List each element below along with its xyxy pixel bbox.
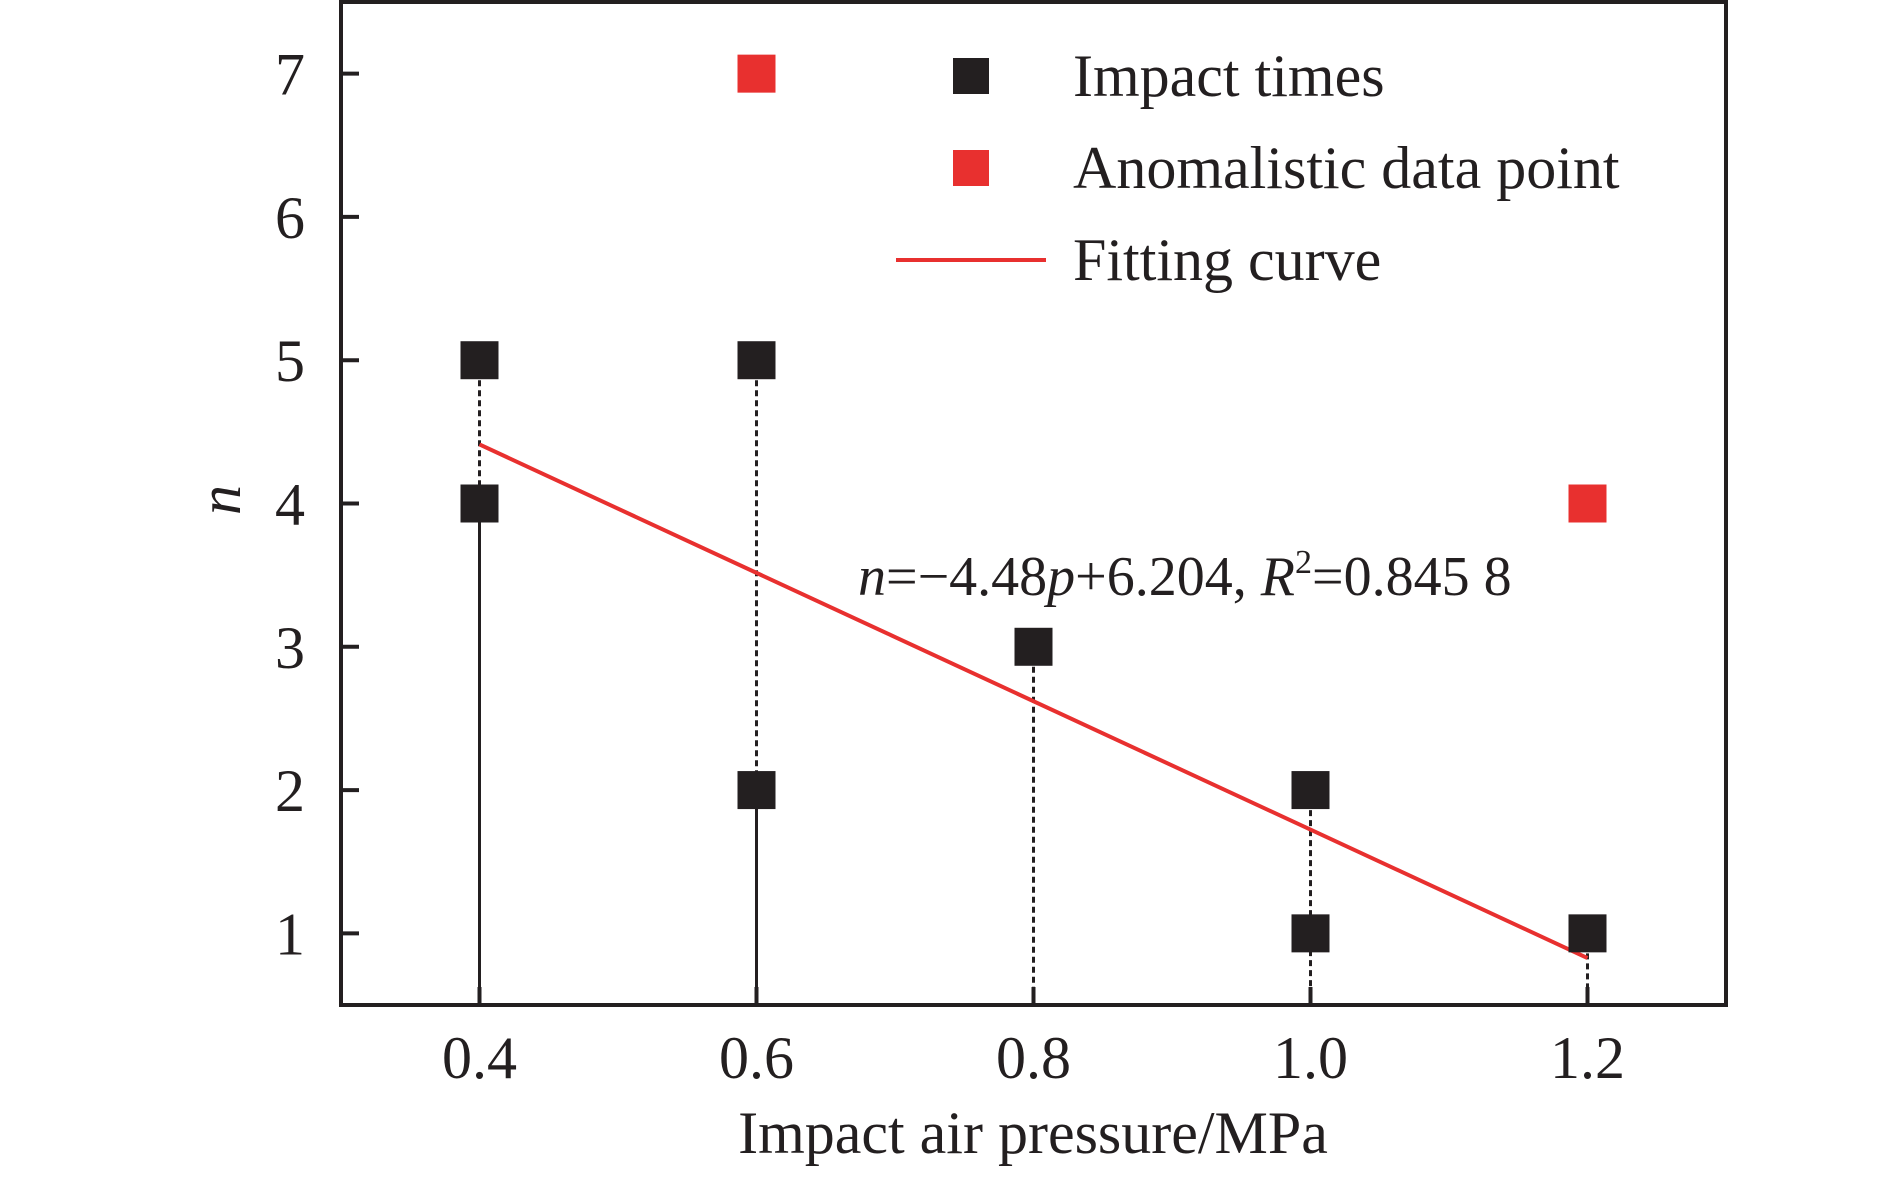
fitting-curve-group (478, 442, 1589, 960)
legend-marker-impact-times (953, 58, 989, 94)
anomalistic-data-point (1568, 484, 1607, 523)
y-tick-label-1: 1 (275, 901, 305, 967)
x-tick-label-0.4: 0.4 (442, 1025, 517, 1091)
fitting-curve-line (478, 442, 1589, 960)
y-tick-label-5: 5 (275, 328, 305, 394)
legend-label-fitting-curve: Fitting curve (1073, 227, 1381, 293)
anomalistic-data-point (737, 54, 776, 93)
y-tick-label-6: 6 (275, 185, 305, 251)
impact-times-point (460, 341, 499, 380)
y-axis-label: n (187, 485, 253, 515)
x-axis-ticks: 0.4 0.6 0.8 1.0 1.2 (442, 987, 1625, 1091)
y-axis-ticks: 1 2 3 4 5 6 7 (275, 42, 359, 967)
legend-marker-anomalistic (953, 150, 989, 186)
drop-lines (478, 360, 1589, 1005)
fit-equation: n=−4.48p+6.204, R2=0.845 8 (858, 544, 1512, 608)
x-tick-label-0.8: 0.8 (996, 1025, 1071, 1091)
x-axis-label: Impact air pressure/MPa (738, 1100, 1328, 1166)
legend-label-impact-times: Impact times (1073, 43, 1385, 109)
y-tick-label-7: 7 (275, 42, 305, 108)
x-tick-label-1.0: 1.0 (1273, 1025, 1348, 1091)
x-tick-label-0.6: 0.6 (719, 1025, 794, 1091)
x-tick-label-1.2: 1.2 (1550, 1025, 1625, 1091)
y-tick-label-4: 4 (275, 472, 305, 538)
impact-times-point (1291, 914, 1330, 953)
impact-times-point (1291, 771, 1330, 810)
impact-times-point (1014, 627, 1053, 666)
y-tick-label-3: 3 (275, 615, 305, 681)
y-tick-label-2: 2 (275, 758, 305, 824)
impact-times-point (1568, 914, 1607, 953)
impact-times-point (737, 771, 776, 810)
impact-times-point (460, 484, 499, 523)
data-points (460, 54, 1607, 953)
impact-times-point (737, 341, 776, 380)
legend-label-anomalistic: Anomalistic data point (1073, 135, 1620, 201)
legend: Impact times Anomalistic data point Fitt… (896, 43, 1620, 293)
